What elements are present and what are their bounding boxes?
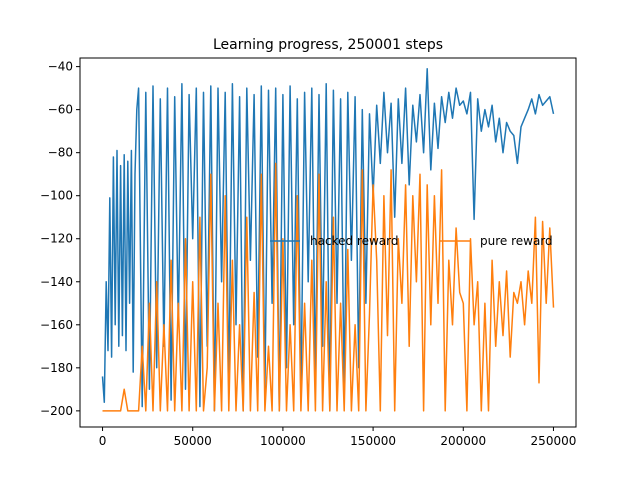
y-tick-label: −180 xyxy=(40,361,73,375)
y-tick-label: −160 xyxy=(40,318,73,332)
series-line-pure-reward xyxy=(102,162,555,412)
y-axis: −40 −60 −80 −100 −120 −140 −160 −180 −200 xyxy=(40,60,80,418)
y-tick-label: −200 xyxy=(40,404,73,418)
legend-label-pure-reward: pure reward xyxy=(480,234,553,248)
y-tick-label: −40 xyxy=(48,60,73,74)
x-tick-label: 150000 xyxy=(350,434,396,448)
series-line-hacked-reward xyxy=(101,68,555,412)
x-tick-label: 50000 xyxy=(174,434,212,448)
y-tick-label: −120 xyxy=(40,232,73,246)
axes-frame xyxy=(79,57,577,428)
chart-title: Learning progress, 250001 steps xyxy=(213,37,443,53)
x-axis: 0 50000 100000 150000 200000 250000 xyxy=(99,427,577,448)
x-tick-label: 250000 xyxy=(531,434,577,448)
y-tick-label: −60 xyxy=(48,103,73,117)
x-tick-label: 100000 xyxy=(260,434,306,448)
legend: hacked reward pure reward xyxy=(270,234,553,248)
x-tick-label: 0 xyxy=(99,434,107,448)
legend-label-hacked-reward: hacked reward xyxy=(310,234,398,248)
y-tick-label: −80 xyxy=(48,146,73,160)
y-tick-label: −100 xyxy=(40,189,73,203)
plot-area xyxy=(101,68,555,412)
x-tick-label: 200000 xyxy=(440,434,486,448)
y-tick-label: −140 xyxy=(40,275,73,289)
